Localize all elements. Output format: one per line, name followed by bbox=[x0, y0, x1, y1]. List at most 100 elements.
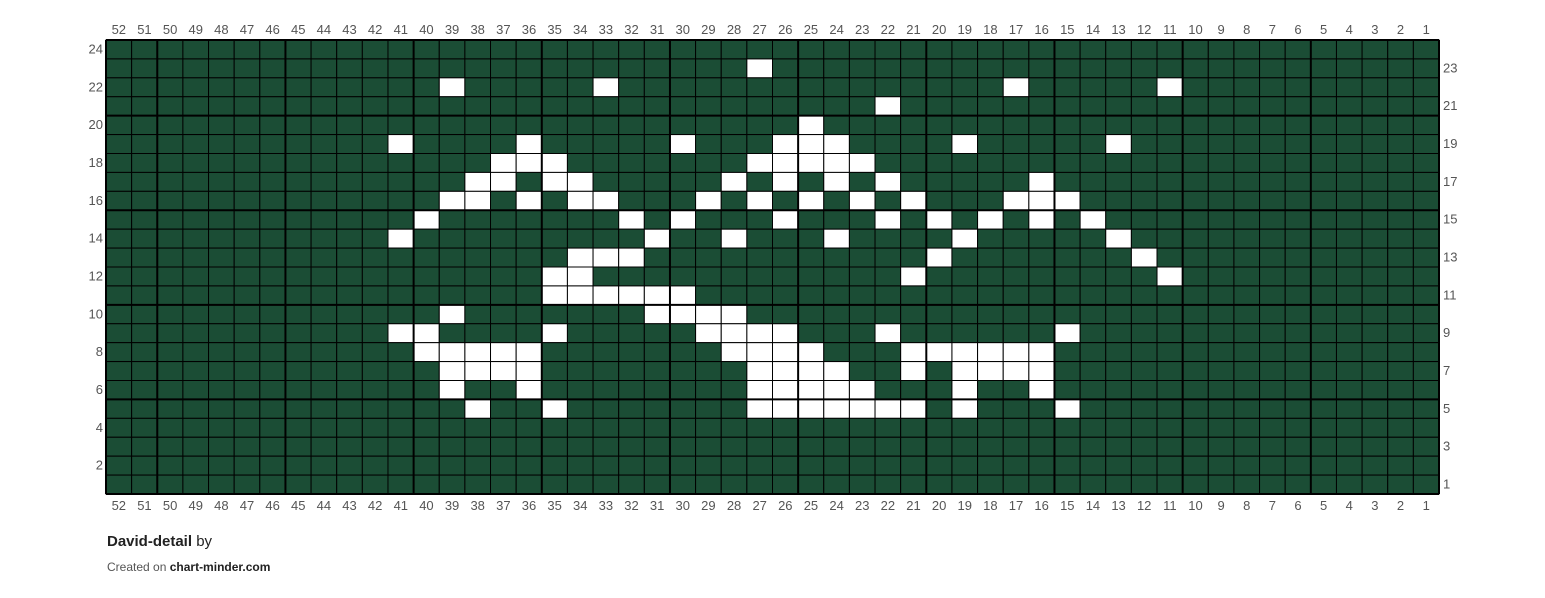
chart-cell bbox=[925, 96, 953, 117]
chart-cell bbox=[336, 153, 363, 173]
chart-cell bbox=[131, 96, 158, 117]
chart-cell bbox=[848, 417, 876, 438]
chart-cell bbox=[1361, 115, 1389, 136]
chart-cell bbox=[592, 304, 620, 325]
chart-cell bbox=[413, 266, 440, 287]
chart-cell bbox=[1053, 228, 1081, 249]
chart-cell bbox=[977, 209, 1004, 230]
chart-cell bbox=[310, 323, 338, 344]
chart-cell bbox=[490, 455, 517, 476]
chart-cell bbox=[977, 39, 1004, 60]
site-link[interactable]: chart-minder.com bbox=[169, 560, 271, 574]
chart-cell bbox=[1335, 228, 1363, 249]
chart-cell bbox=[310, 285, 338, 306]
chart-cell bbox=[156, 58, 184, 79]
chart-cell bbox=[259, 190, 286, 211]
chart-cell bbox=[464, 474, 492, 495]
chart-cell bbox=[208, 398, 235, 419]
chart-cell bbox=[1079, 134, 1107, 154]
chart-cell bbox=[720, 380, 748, 400]
chart-cell bbox=[156, 228, 184, 249]
chart-cell bbox=[284, 474, 312, 495]
chart-cell bbox=[1412, 398, 1440, 419]
chart-cell bbox=[208, 380, 235, 400]
chart-cell bbox=[1182, 474, 1209, 495]
chart-cell bbox=[1412, 342, 1440, 363]
chart-cell bbox=[310, 228, 338, 249]
chart-cell bbox=[1156, 171, 1184, 192]
chart-cell bbox=[951, 209, 979, 230]
chart-cell bbox=[1079, 77, 1107, 98]
chart-cell bbox=[105, 342, 133, 363]
chart-cell bbox=[131, 417, 158, 438]
chart-cell bbox=[387, 323, 415, 344]
chart-cell bbox=[105, 436, 133, 457]
chart-cell bbox=[1310, 96, 1337, 117]
chart-cell bbox=[1002, 39, 1030, 60]
column-label-top: 43 bbox=[342, 22, 356, 37]
chart-cell bbox=[1053, 153, 1081, 173]
chart-cell bbox=[1105, 134, 1132, 154]
chart-cell bbox=[1156, 323, 1184, 344]
column-label-top: 10 bbox=[1188, 22, 1202, 37]
chart-cell bbox=[951, 304, 979, 325]
chart-cell bbox=[874, 342, 902, 363]
chart-cell bbox=[951, 115, 979, 136]
column-label-top: 13 bbox=[1111, 22, 1125, 37]
chart-cell bbox=[438, 266, 466, 287]
chart-cell bbox=[1079, 209, 1107, 230]
chart-cell bbox=[1233, 323, 1261, 344]
chart-cell bbox=[208, 455, 235, 476]
chart-cell bbox=[1207, 304, 1235, 325]
chart-cell bbox=[1361, 96, 1389, 117]
chart-cell bbox=[746, 455, 773, 476]
chart-cell bbox=[182, 190, 210, 211]
chart-cell bbox=[746, 77, 773, 98]
chart-cell bbox=[695, 247, 722, 268]
chart-cell bbox=[156, 96, 184, 117]
chart-cell bbox=[1105, 115, 1132, 136]
chart-cell bbox=[464, 304, 492, 325]
chart-cell bbox=[1361, 455, 1389, 476]
chart-cell bbox=[1182, 96, 1209, 117]
chart-cell bbox=[1387, 266, 1414, 287]
chart-cell bbox=[336, 77, 363, 98]
chart-cell bbox=[1387, 417, 1414, 438]
chart-cell bbox=[1105, 417, 1132, 438]
chart-cell bbox=[900, 247, 927, 268]
chart-cell bbox=[1361, 209, 1389, 230]
row-label-left: 6 bbox=[96, 382, 103, 397]
chart-cell bbox=[1361, 398, 1389, 419]
chart-cell bbox=[592, 247, 620, 268]
chart-cell bbox=[1284, 115, 1312, 136]
chart-cell bbox=[438, 417, 466, 438]
chart-cell bbox=[1412, 58, 1440, 79]
chart-cell bbox=[387, 171, 415, 192]
chart-cell bbox=[464, 96, 492, 117]
chart-cell bbox=[284, 323, 312, 344]
chart-cell bbox=[1233, 96, 1261, 117]
chart-cell bbox=[182, 398, 210, 419]
chart-cell bbox=[900, 417, 927, 438]
chart-cell bbox=[1182, 171, 1209, 192]
chart-cell bbox=[1387, 171, 1414, 192]
chart-cell bbox=[1310, 77, 1337, 98]
chart-cell bbox=[695, 58, 722, 79]
chart-cell bbox=[1002, 436, 1030, 457]
chart-cell bbox=[156, 361, 184, 382]
chart-cell bbox=[669, 417, 697, 438]
chart-cell bbox=[105, 228, 133, 249]
chart-cell bbox=[438, 77, 466, 98]
chart-cell bbox=[515, 285, 543, 306]
chart-cell bbox=[438, 342, 466, 363]
chart-cell bbox=[592, 228, 620, 249]
chart-cell bbox=[284, 209, 312, 230]
chart-cell bbox=[284, 134, 312, 154]
chart-cell bbox=[772, 153, 799, 173]
chart-cell bbox=[336, 115, 363, 136]
chart-cell bbox=[1079, 115, 1107, 136]
chart-cell bbox=[1233, 361, 1261, 382]
chart-cell bbox=[874, 266, 902, 287]
chart-cell bbox=[182, 455, 210, 476]
chart-cell bbox=[592, 455, 620, 476]
